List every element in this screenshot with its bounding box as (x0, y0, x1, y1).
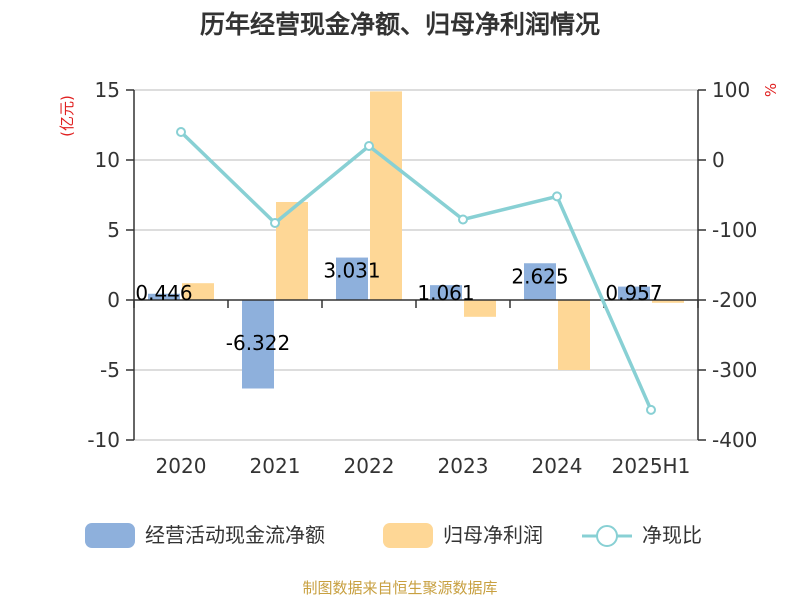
y-left-tick-label: -10 (87, 428, 120, 452)
bar-cash (524, 263, 556, 300)
label-layer: 0.446 -6.322 3.031 1.061 2.625 0.957 (135, 259, 662, 355)
ratio-line (179, 130, 653, 411)
legend-label-profit: 归母净利润 (443, 523, 543, 547)
ratio-point (176, 127, 186, 137)
bar-profit (370, 91, 402, 301)
line-layer (176, 127, 656, 415)
bar-profit (558, 300, 590, 370)
x-tick-label: 2024 (532, 454, 583, 478)
x-tick-label: 2025H1 (612, 454, 691, 478)
y-right-tick-label: -300 (712, 358, 757, 382)
data-label-cash: 0.957 (605, 281, 662, 305)
data-label-cash: 2.625 (511, 264, 568, 288)
legend-swatch-profit (383, 523, 433, 548)
y-right-tick-label: 100 (712, 78, 750, 102)
legend-label-ratio: 净现比 (642, 523, 702, 547)
y-left-tick-label: 10 (95, 148, 120, 172)
y-right-tick-label: -400 (712, 428, 757, 452)
y-left-tick-label: -5 (100, 358, 120, 382)
y-left-tick-label: 15 (95, 78, 120, 102)
bar-cash (242, 300, 274, 389)
x-tick-label: 2021 (250, 454, 301, 478)
ratio-point (364, 141, 374, 151)
ratio-point (646, 404, 656, 415)
legend-label-cash: 经营活动现金流净额 (145, 523, 325, 547)
data-label-cash: 1.061 (417, 281, 474, 305)
bar-cash (430, 285, 462, 300)
x-tick-label: 2022 (344, 454, 395, 478)
grid-layer (134, 89, 698, 441)
source-note: 制图数据来自恒生聚源数据库 (302, 579, 497, 597)
chart-title: 历年经营现金净额、归母净利润情况 (200, 10, 600, 39)
bar-profit (182, 283, 214, 300)
bar-cash (618, 286, 650, 300)
y-left-tick-label: 5 (107, 218, 120, 242)
x-tick-label: 2020 (156, 454, 207, 478)
y-left-unit: (亿元) (58, 95, 76, 137)
data-label-cash: -6.322 (226, 331, 290, 355)
bar-profit (652, 300, 684, 303)
bar-profit (464, 300, 496, 317)
ratio-point (552, 191, 562, 202)
y-left-tick-label: 0 (107, 288, 120, 312)
y-right-tick-label: -100 (712, 218, 757, 242)
y-right-unit: % (762, 83, 780, 97)
y-right-tick-label: -200 (712, 288, 757, 312)
data-label-cash: 0.446 (135, 281, 192, 305)
ratio-point (270, 218, 280, 228)
axis-layer: 15 10 5 0 -5 -10 100 0 -100 -200 -300 -400 2020 2021 2… (87, 78, 757, 478)
x-tick-label: 2023 (438, 454, 489, 478)
legend-swatch-ratio-marker (596, 525, 618, 547)
bar-cash (148, 293, 180, 300)
y-right-tick-label: 0 (712, 148, 725, 172)
legend: 经营活动现金流净额 归母净利润 净现比 (85, 523, 702, 548)
data-label-cash: 3.031 (323, 259, 380, 283)
ratio-point (458, 214, 468, 225)
legend-swatch-cash (85, 523, 135, 548)
bar-cash (336, 257, 368, 300)
